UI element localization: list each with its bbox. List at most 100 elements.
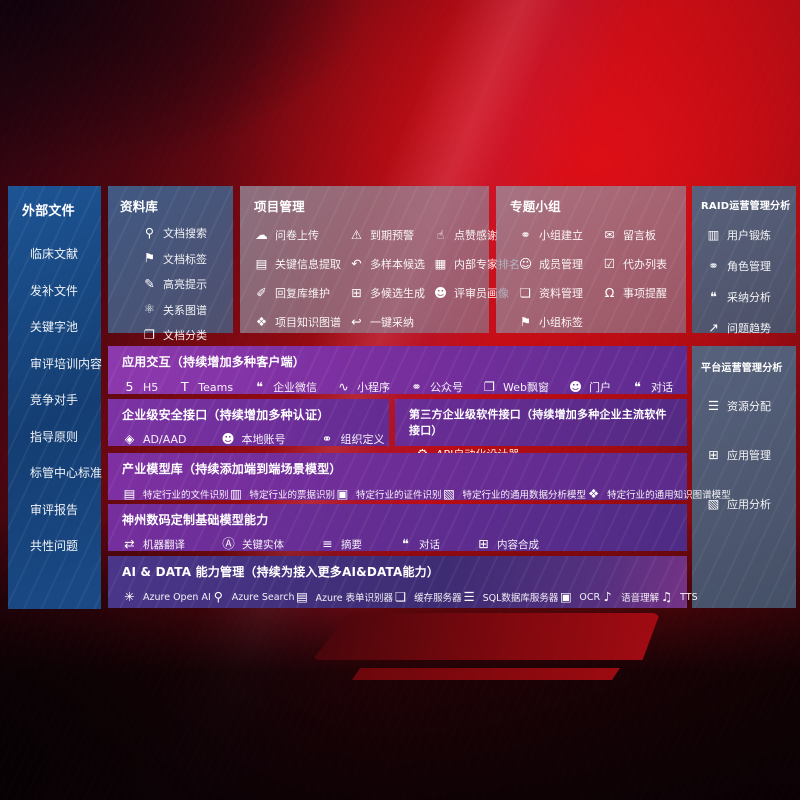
feature-label: 小组建立 [539, 229, 583, 242]
feature-label: 代办列表 [623, 258, 667, 271]
feature-label: 文档分类 [163, 329, 207, 342]
feature-label: Web飘窗 [503, 381, 549, 394]
panel-library: 资料库 ⚲ 文档搜索 ⚑ 文档标签 ✎ 高亮提示 ⚛ 关系图谱 ❐ 文档分类 [108, 186, 233, 342]
list-item: 标管中心标准 [22, 464, 102, 481]
app-analysis-icon: ▧ [707, 495, 720, 511]
teams-item: T Teams [177, 379, 233, 395]
feature-label: 特定行业的文件识别 [143, 490, 229, 501]
sql-server-icon: ☰ [463, 588, 475, 604]
feature-label: 小程序 [357, 381, 391, 394]
feature-label: 审评报告 [30, 502, 79, 517]
thumbs-up-icon: ☝ [436, 226, 445, 242]
feature-label: 问卷上传 [275, 229, 319, 242]
feature-label: TTS [680, 591, 698, 603]
info-extract-icon: ▤ [255, 255, 268, 271]
web-window-icon: ❐ [483, 378, 496, 394]
reply-edit-item: ✐ 回复库维护 [254, 285, 341, 301]
panel-title: RAID运营管理分析 [701, 201, 791, 212]
feature-label: 特定行业的通用数据分析模型 [462, 490, 587, 501]
feature-label: OCR [579, 591, 601, 603]
app-manage-icon: ⊞ [708, 446, 719, 462]
feature-label: 点赞感谢 [454, 229, 498, 242]
h5-icon: 5 [125, 378, 134, 394]
reviewer-portrait-item: ☻ 评审员画像 [433, 285, 520, 301]
feature-label: Teams [198, 380, 234, 394]
wechat-work-item: ❝ 企业微信 [252, 379, 317, 395]
knowledge-graph-icon: ❖ [255, 313, 268, 329]
feature-label: 成员管理 [539, 258, 583, 271]
role-manage-icon: ⚭ [708, 257, 719, 273]
project-col-1: ☁ 问卷上传 ▤ 关键信息提取 ✐ 回复库维护 ❖ 项目知识图谱 [254, 227, 341, 330]
feature-label: 竞争对手 [30, 393, 79, 407]
feature-label: 审评培训内容 [30, 356, 103, 371]
miniprogram-item: ∿ 小程序 [336, 379, 390, 395]
feature-label: 特定行业的票据识别 [249, 490, 336, 501]
group-create-item: ⚭ 小组建立 [518, 227, 594, 243]
summary-icon: ≡ [322, 536, 333, 552]
adopt-analysis-icon: ❝ [710, 288, 717, 304]
todo-list-item: ☑ 代办列表 [602, 256, 678, 272]
key-entity-item: Ⓐ 关键实体 [221, 537, 284, 552]
doc-tag-icon: ⚑ [143, 250, 156, 266]
feature-label: 指导原则 [30, 429, 79, 444]
alarm-icon: ⚠ [350, 226, 363, 242]
feature-label: 语音理解 [621, 593, 660, 604]
relation-graph-item: ⚛ 关系图谱 [142, 302, 223, 318]
user-train-item: ▥ 用户锻炼 [706, 227, 790, 243]
panel-title: 外部文件 [22, 204, 75, 219]
project-col-3: ☝ 点赞感谢 ▦ 内部专家排名 ☻ 评审员画像 [433, 227, 520, 330]
app-analysis-item: ▧ 应用分析 [706, 496, 790, 512]
doc-search-icon: ⚲ [144, 224, 155, 240]
translate-icon: ⇄ [124, 536, 135, 552]
azure-search-icon: ⚲ [213, 588, 223, 604]
project-columns: ☁ 问卷上传 ▤ 关键信息提取 ✐ 回复库维护 ❖ 项目知识图谱 ⚠ 到期预警 ↶ 多样本候选 ⊞ 多候… [254, 226, 520, 330]
remind-bell-icon: Ω [604, 284, 615, 300]
raid-list: ▥ 用户锻炼 ⚭ 角色管理 ❝ 采纳分析 ↗ 问题趋势 [701, 227, 790, 336]
relation-graph-icon: ⚛ [143, 301, 156, 317]
member-add-icon: ☺ [518, 255, 533, 271]
speech-item: ♪ 语音理解 [600, 588, 660, 604]
data-analysis-model-icon: ▧ [443, 485, 455, 501]
security-list: ◈ AD/AAD ☻ 本地账号 ⚭ 组织定义 [122, 431, 385, 447]
feature-label: 评审员画像 [454, 287, 509, 300]
panel-base-model-capability: 神州数码定制基础模型能力 ⇄ 机器翻译 Ⓐ 关键实体 ≡ 摘要 ❝ 对话 ⊞ 内容合成 [108, 504, 687, 551]
ocr-icon: ▣ [559, 588, 572, 604]
knowledge-graph-item: ❖ 项目知识图谱 [254, 314, 341, 330]
feature-label: 组织定义 [340, 433, 385, 446]
group-col-2: ✉ 留言板 ☑ 代办列表 Ω 事项提醒 [602, 227, 678, 330]
h5-item: 5 H5 [122, 378, 159, 395]
feature-label: 角色管理 [727, 260, 771, 273]
cache-server-item: ❏ 缓存服务器 [393, 590, 462, 604]
adopt-analysis-item: ❝ 采纳分析 [706, 289, 790, 305]
speech-icon: ♪ [603, 588, 612, 604]
doc-search-item: ⚲ 文档搜索 [142, 225, 223, 241]
official-account-item: ⚭ 公众号 [409, 379, 463, 395]
doc-tag-item: ⚑ 文档标签 [142, 251, 223, 267]
dialog-icon: ❝ [402, 536, 409, 552]
group-col-1: ⚭ 小组建立 ☺ 成员管理 ❏ 资料管理 ⚑ 小组标签 [518, 227, 594, 330]
cloud-upload-item: ☁ 问卷上传 [254, 227, 341, 243]
feature-label: 多候选生成 [370, 287, 425, 300]
teams-icon: T [180, 378, 189, 394]
doc-category-icon: ❐ [143, 326, 156, 342]
remind-bell-item: Ω 事项提醒 [602, 285, 678, 301]
feature-label: 关系图谱 [163, 303, 207, 317]
feature-label: 事项提醒 [623, 287, 667, 300]
list-item: 关键字池 [22, 318, 91, 335]
feature-label: 用户锻炼 [727, 229, 771, 242]
feature-label: 到期预警 [370, 229, 414, 242]
thumbs-up-item: ☝ 点赞感谢 [433, 227, 520, 243]
feature-label: 留言板 [623, 229, 656, 242]
feature-label: 缓存服务器 [414, 593, 462, 604]
group-create-icon: ⚭ [520, 226, 531, 242]
cert-recognize-icon: ▣ [336, 485, 349, 501]
file-recognize-icon: ▤ [123, 485, 136, 501]
portal-item: ☻ 门户 [568, 379, 611, 395]
multi-sample-item: ↶ 多样本候选 [349, 256, 425, 272]
external-files-list: 临床文献 发补文件 关键字池 审评培训内容 竞争对手 指导原则 标管中心标准 审评报告 共性问题 [22, 245, 102, 554]
official-account-icon: ⚭ [411, 378, 422, 394]
info-extract-item: ▤ 关键信息提取 [254, 256, 341, 272]
list-item: 审评培训内容 [22, 355, 102, 372]
feature-label: 特定行业的通用知识图谱模型 [607, 490, 731, 501]
